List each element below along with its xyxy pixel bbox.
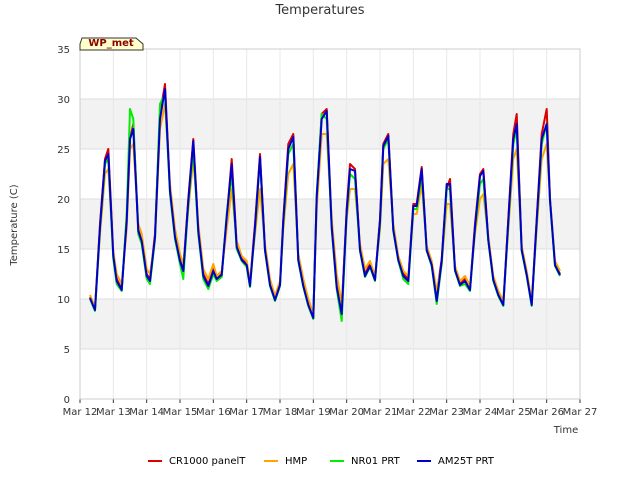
x-axis-label: Time: [553, 425, 578, 436]
x-tick-label: Mar 24: [463, 407, 498, 418]
y-tick-label: 10: [57, 295, 70, 306]
legend-label: HMP: [285, 456, 307, 467]
wp-met-badge: WP_met: [79, 37, 144, 51]
x-tick-label: Mar 25: [496, 407, 531, 418]
x-tick-label: Mar 12: [63, 407, 98, 418]
y-tick-label: 0: [64, 395, 70, 406]
plot-frame: [79, 48, 581, 400]
legend-label: CR1000 panelT: [169, 456, 246, 467]
background-band: [80, 99, 580, 149]
legend: CR1000 panelT HMP NR01 PRT AM25T PRT: [148, 456, 495, 467]
badge-box: [79, 37, 144, 51]
background-band: [80, 299, 580, 349]
y-tick-label: 35: [57, 45, 70, 56]
y-tick-label: 5: [64, 345, 70, 356]
chart-title: Temperatures: [274, 3, 364, 18]
y-tick-label: 15: [57, 245, 70, 256]
x-tick-label: Mar 18: [263, 407, 298, 418]
background-band: [80, 349, 580, 399]
x-tick-label: Mar 16: [196, 407, 231, 418]
x-tick-label: Mar 21: [363, 407, 398, 418]
x-tick-label: Mar 23: [429, 407, 464, 418]
x-tick-label: Mar 19: [296, 407, 331, 418]
x-tick-label: Mar 20: [329, 407, 364, 418]
background-band: [80, 49, 580, 99]
x-tick-label: Mar 27: [563, 407, 598, 418]
y-tick-label: 30: [57, 95, 70, 106]
badge-label: WP_met: [88, 38, 134, 49]
x-tick-label: Mar 13: [96, 407, 131, 418]
y-tick-label: 25: [57, 145, 70, 156]
legend-label: NR01 PRT: [351, 456, 401, 467]
y-tick-label: 20: [57, 195, 70, 206]
x-tick-label: Mar 17: [229, 407, 264, 418]
x-tick-label: Mar 26: [529, 407, 564, 418]
y-axis-label: Temperature (C): [9, 184, 20, 266]
x-tick-label: Mar 22: [396, 407, 431, 418]
x-tick-label: Mar 15: [163, 407, 198, 418]
legend-label: AM25T PRT: [438, 456, 495, 467]
x-tick-label: Mar 14: [129, 407, 164, 418]
series-line-am25t-prt: [89, 88, 561, 319]
